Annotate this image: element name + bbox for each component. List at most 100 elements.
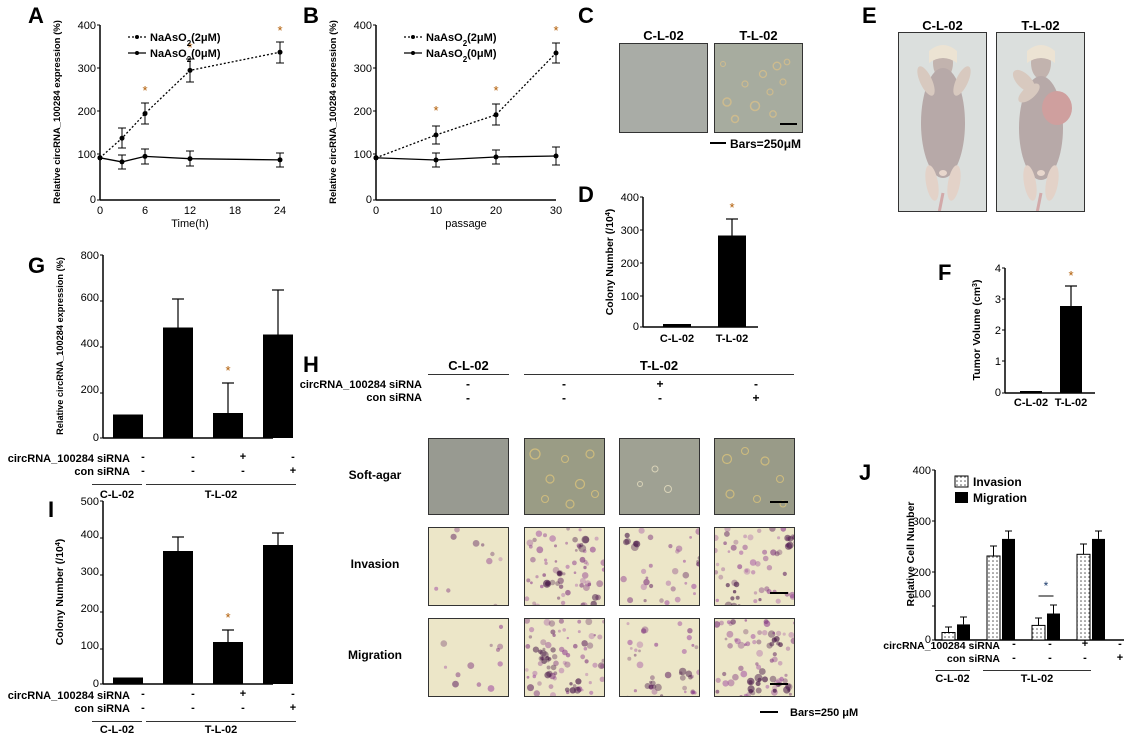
svg-text:*: * xyxy=(225,610,230,625)
svg-text:-: - xyxy=(1083,652,1087,664)
svg-text:*: * xyxy=(729,200,734,215)
svg-text:-: - xyxy=(141,688,145,700)
svg-text:12: 12 xyxy=(184,205,196,217)
svg-text:100: 100 xyxy=(81,640,99,652)
svg-text:100: 100 xyxy=(354,149,372,161)
svg-text:-: - xyxy=(141,465,145,477)
svg-text:Relative circRNA_100284 expres: Relative circRNA_100284 expression (%) xyxy=(52,20,63,204)
svg-text:200: 200 xyxy=(81,384,99,396)
svg-text:300: 300 xyxy=(81,566,99,578)
svg-text:0: 0 xyxy=(995,387,1001,399)
svg-text:6: 6 xyxy=(142,205,148,217)
svg-text:500: 500 xyxy=(81,496,99,508)
svg-text:Migration: Migration xyxy=(973,491,1027,505)
svg-text:-: - xyxy=(191,688,195,700)
svg-text:NaAsO2(2μM): NaAsO2(2μM) xyxy=(150,32,221,48)
svg-text:NaAsO2(0μM): NaAsO2(0μM) xyxy=(426,48,497,64)
svg-text:4: 4 xyxy=(995,263,1001,275)
svg-text:-: - xyxy=(1048,638,1052,650)
svg-text:18: 18 xyxy=(229,205,241,217)
svg-text:*: * xyxy=(433,103,438,118)
svg-text:400: 400 xyxy=(81,529,99,541)
svg-text:1: 1 xyxy=(995,356,1001,368)
svg-text:200: 200 xyxy=(354,106,372,118)
svg-text:-: - xyxy=(241,465,245,477)
svg-text:NaAsO2(2μM): NaAsO2(2μM) xyxy=(426,32,497,48)
svg-text:-: - xyxy=(191,465,195,477)
svg-text:-: - xyxy=(754,378,758,391)
svg-text:400: 400 xyxy=(913,465,931,477)
svg-text:0: 0 xyxy=(93,432,99,444)
svg-text:-: - xyxy=(141,451,145,463)
svg-text:*: * xyxy=(1068,268,1073,283)
svg-text:C-L-02: C-L-02 xyxy=(1014,397,1048,409)
svg-text:*: * xyxy=(142,83,147,98)
svg-text:-: - xyxy=(191,702,195,714)
svg-text:+: + xyxy=(1082,638,1088,650)
svg-text:0: 0 xyxy=(366,194,372,206)
svg-text:400: 400 xyxy=(78,20,96,32)
svg-text:30: 30 xyxy=(550,205,562,217)
svg-text:NaAsO2(0μM): NaAsO2(0μM) xyxy=(150,48,221,64)
svg-text:-: - xyxy=(658,391,662,405)
svg-text:0: 0 xyxy=(93,678,99,690)
svg-text:300: 300 xyxy=(354,63,372,75)
svg-text:100: 100 xyxy=(78,149,96,161)
svg-text:400: 400 xyxy=(354,20,372,32)
svg-text:*: * xyxy=(553,23,558,38)
svg-text:Colony Number (/104): Colony Number (/104) xyxy=(604,209,616,316)
svg-text:-: - xyxy=(191,451,195,463)
svg-text:2: 2 xyxy=(995,325,1001,337)
svg-text:-: - xyxy=(1118,638,1122,650)
svg-text:+: + xyxy=(752,391,759,405)
svg-text:-: - xyxy=(141,702,145,714)
svg-text:-: - xyxy=(1048,652,1052,664)
svg-text:Invasion: Invasion xyxy=(973,475,1022,489)
svg-text:-: - xyxy=(291,688,295,700)
svg-text:3: 3 xyxy=(995,294,1001,306)
svg-text:-: - xyxy=(1012,652,1016,664)
svg-text:100: 100 xyxy=(621,291,639,303)
svg-text:T-L-02: T-L-02 xyxy=(1055,397,1087,409)
svg-text:0: 0 xyxy=(97,205,103,217)
svg-text:Relative circRNA_100284 expres: Relative circRNA_100284 expression (%) xyxy=(328,20,339,204)
svg-text:20: 20 xyxy=(490,205,502,217)
svg-text:-: - xyxy=(562,378,566,391)
svg-text:Relative Cell Number: Relative Cell Number xyxy=(905,501,917,606)
svg-text:24: 24 xyxy=(274,205,286,217)
svg-text:-: - xyxy=(1012,638,1016,650)
svg-text:passage: passage xyxy=(445,218,487,230)
svg-text:+: + xyxy=(240,688,246,700)
svg-text:Colony Number (/104): Colony Number (/104) xyxy=(54,539,66,646)
svg-text:+: + xyxy=(1117,652,1123,664)
svg-text:Tumor Volume (cm3): Tumor Volume (cm3) xyxy=(971,280,983,381)
svg-text:+: + xyxy=(240,451,246,463)
svg-text:400: 400 xyxy=(81,338,99,350)
svg-text:+: + xyxy=(656,378,663,391)
svg-text:-: - xyxy=(466,378,470,391)
svg-text:Time(h): Time(h) xyxy=(171,218,208,230)
svg-text:400: 400 xyxy=(621,192,639,204)
svg-text:200: 200 xyxy=(621,258,639,270)
svg-text:+: + xyxy=(290,465,296,477)
svg-text:*: * xyxy=(1044,579,1049,593)
svg-text:200: 200 xyxy=(81,603,99,615)
svg-text:-: - xyxy=(466,391,470,405)
svg-text:*: * xyxy=(225,363,230,378)
svg-text:-: - xyxy=(241,702,245,714)
svg-text:*: * xyxy=(277,23,282,38)
svg-text:800: 800 xyxy=(81,250,99,262)
svg-text:0: 0 xyxy=(373,205,379,217)
svg-text:300: 300 xyxy=(78,63,96,75)
svg-text:Relative circRNA_100284 expres: Relative circRNA_100284 expression (%) xyxy=(55,257,65,435)
svg-text:T-L-02: T-L-02 xyxy=(716,333,748,345)
svg-text:600: 600 xyxy=(81,292,99,304)
svg-text:200: 200 xyxy=(78,106,96,118)
svg-text:10: 10 xyxy=(430,205,442,217)
svg-text:*: * xyxy=(493,83,498,98)
svg-text:+: + xyxy=(290,702,296,714)
svg-text:0: 0 xyxy=(90,194,96,206)
svg-text:-: - xyxy=(291,451,295,463)
svg-text:C-L-02: C-L-02 xyxy=(660,333,694,345)
svg-text:-: - xyxy=(562,391,566,405)
